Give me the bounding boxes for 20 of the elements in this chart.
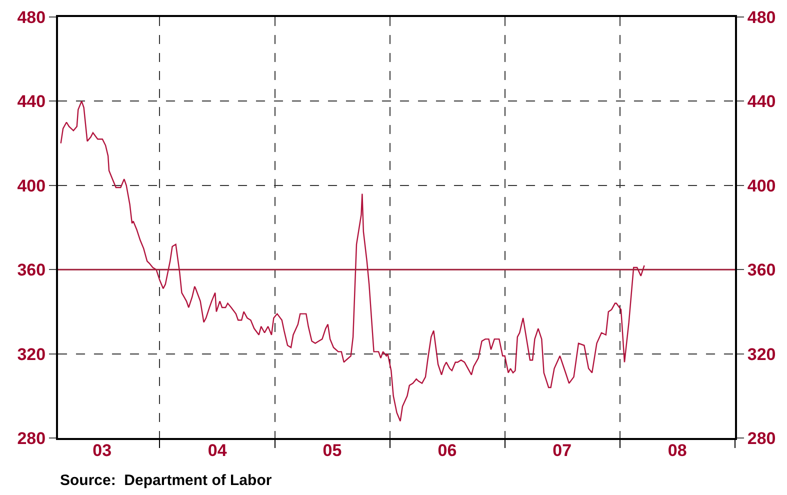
y2-tick-label: 480	[747, 8, 776, 27]
x-tick-label: 04	[208, 441, 228, 460]
y-tick-label: 280	[17, 428, 46, 448]
y-tick-label: 440	[17, 92, 46, 112]
y2-tick-label: 400	[747, 176, 776, 196]
y-tick-label: 360	[17, 260, 46, 280]
y2-tick-label: 280	[747, 428, 776, 448]
x-tick-label: 08	[668, 441, 687, 460]
x-tick-label: 07	[552, 441, 572, 460]
x-tick-label: 03	[92, 441, 112, 460]
y-tick-label: 480	[17, 8, 46, 27]
y-tick-label: 400	[17, 176, 46, 196]
y2-tick-label: 320	[747, 344, 776, 364]
x-tick-label: 05	[322, 441, 342, 460]
y2-tick-label: 440	[747, 92, 776, 112]
y-tick-label: 320	[17, 344, 46, 364]
line-series	[60, 100, 645, 422]
y2-tick-label: 360	[747, 260, 776, 280]
x-tick-label: 06	[438, 441, 457, 460]
source-note: Source: Department of Labor	[60, 472, 272, 489]
